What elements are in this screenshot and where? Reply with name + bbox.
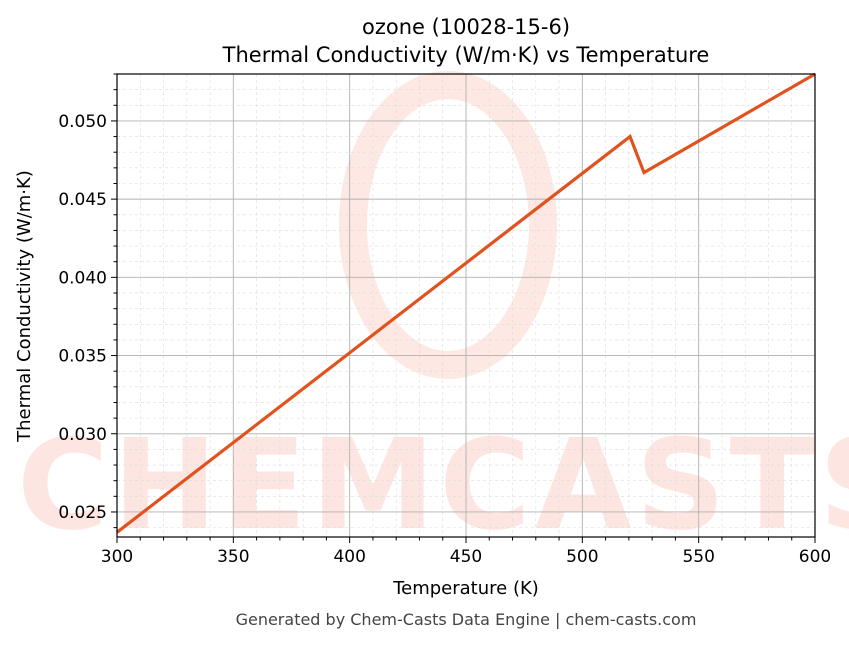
plot-frame — [116, 73, 816, 538]
series-line — [116, 72, 816, 534]
x-tick-label: 350 — [217, 547, 249, 567]
watermark-logo: CHEMCASTS — [17, 71, 849, 558]
footer-text: Generated by Chem-Casts Data Engine | ch… — [236, 610, 697, 629]
y-tick-label: 0.035 — [58, 347, 107, 367]
y-tick-label: 0.050 — [58, 112, 107, 132]
chart-title: ozone (10028-15-6) — [362, 15, 570, 39]
y-tick-label: 0.045 — [58, 190, 107, 210]
x-axis-label: Temperature (K) — [392, 578, 539, 599]
y-axis-label: Thermal Conductivity (W/m·K) — [14, 170, 35, 443]
chart-subtitle: Thermal Conductivity (W/m·K) vs Temperat… — [222, 43, 710, 67]
y-tick-label: 0.030 — [58, 425, 107, 445]
y-tick-label: 0.040 — [58, 268, 107, 288]
x-tick-label: 300 — [101, 547, 133, 567]
y-tick-label: 0.025 — [58, 503, 107, 523]
x-tick-label: 400 — [333, 547, 365, 567]
x-tick-label: 450 — [450, 547, 482, 567]
x-tick-label: 500 — [566, 547, 598, 567]
x-tick-label: 600 — [799, 547, 831, 567]
svg-text:CHEMCASTS: CHEMCASTS — [17, 413, 849, 558]
x-tick-label: 550 — [682, 547, 714, 567]
